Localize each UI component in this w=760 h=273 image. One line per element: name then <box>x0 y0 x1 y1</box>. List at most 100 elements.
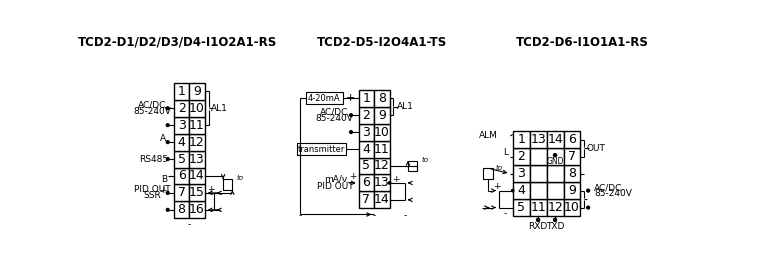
Text: 11: 11 <box>530 201 546 214</box>
Bar <box>189 83 204 100</box>
Bar <box>359 158 374 174</box>
Bar <box>297 143 347 155</box>
Bar <box>359 90 374 107</box>
Circle shape <box>166 209 169 211</box>
Text: TCD2-D6-I1O1A1-RS: TCD2-D6-I1O1A1-RS <box>515 35 648 49</box>
Text: SSR: SSR <box>144 191 161 200</box>
Text: +: + <box>350 172 357 181</box>
Text: 9: 9 <box>568 184 576 197</box>
Bar <box>174 185 189 201</box>
Text: -: - <box>404 211 407 220</box>
Circle shape <box>537 218 540 221</box>
Text: -: - <box>372 211 375 220</box>
Text: 1: 1 <box>363 92 370 105</box>
Text: 2: 2 <box>363 109 370 122</box>
Text: 10: 10 <box>564 201 580 214</box>
Circle shape <box>587 206 590 209</box>
Bar <box>546 182 563 199</box>
Text: AC/DC: AC/DC <box>594 183 622 192</box>
Bar <box>546 165 563 182</box>
Text: 1: 1 <box>518 133 525 146</box>
Text: -: - <box>299 211 302 220</box>
Text: +: + <box>392 174 399 183</box>
Text: -: - <box>299 93 303 103</box>
Bar <box>530 199 546 216</box>
Bar <box>189 185 204 201</box>
Bar <box>223 179 233 190</box>
Bar <box>563 182 581 199</box>
Text: AC/DC: AC/DC <box>138 101 166 110</box>
Text: RS485: RS485 <box>139 155 169 164</box>
Text: ALM: ALM <box>479 131 497 140</box>
Text: -: - <box>188 220 191 229</box>
Bar <box>483 168 492 179</box>
Circle shape <box>166 107 169 109</box>
Text: 7: 7 <box>178 186 185 199</box>
Bar <box>174 117 189 133</box>
Text: 4-20mA: 4-20mA <box>308 94 340 103</box>
Text: 5: 5 <box>363 159 370 173</box>
Text: -: - <box>503 209 507 218</box>
Text: OUT: OUT <box>587 144 605 153</box>
Bar <box>359 124 374 141</box>
Bar <box>189 151 204 168</box>
Text: 13: 13 <box>530 133 546 146</box>
Text: 3: 3 <box>178 119 185 132</box>
Bar <box>359 141 374 158</box>
Text: 11: 11 <box>189 119 205 132</box>
Bar <box>374 124 389 141</box>
Bar <box>513 182 530 199</box>
Text: AL1: AL1 <box>211 104 228 113</box>
Text: 85-240V: 85-240V <box>134 107 171 116</box>
Text: 9: 9 <box>378 109 386 122</box>
Circle shape <box>350 114 353 117</box>
Bar <box>530 148 546 165</box>
Bar <box>359 191 374 208</box>
Bar <box>513 165 530 182</box>
Bar <box>513 148 530 165</box>
Circle shape <box>553 154 556 157</box>
Text: 4: 4 <box>178 136 185 149</box>
Text: +: + <box>346 93 355 103</box>
Text: 13: 13 <box>189 153 205 165</box>
Bar <box>306 92 343 104</box>
Text: to: to <box>496 165 503 171</box>
Text: to: to <box>236 175 243 181</box>
Bar <box>513 131 530 148</box>
Circle shape <box>511 189 514 192</box>
Text: 6: 6 <box>178 170 185 182</box>
Text: to: to <box>421 157 428 163</box>
Text: RXD: RXD <box>528 221 548 230</box>
Text: PID OUT: PID OUT <box>134 185 171 194</box>
Bar <box>189 168 204 185</box>
Bar <box>563 131 581 148</box>
Text: 4: 4 <box>518 184 525 197</box>
Text: TXD: TXD <box>546 221 564 230</box>
Bar <box>374 107 389 124</box>
Text: A: A <box>160 134 166 143</box>
Text: 7: 7 <box>568 150 576 163</box>
Text: 10: 10 <box>189 102 205 115</box>
Text: L: L <box>503 149 508 157</box>
Circle shape <box>166 158 169 161</box>
Text: 8: 8 <box>568 167 576 180</box>
Text: 5: 5 <box>517 201 525 214</box>
Text: PID OUT: PID OUT <box>317 182 354 191</box>
Bar <box>374 90 389 107</box>
Bar <box>563 199 581 216</box>
Bar <box>359 107 374 124</box>
Bar <box>174 100 189 117</box>
Bar <box>189 201 204 218</box>
Bar <box>563 148 581 165</box>
Bar <box>174 168 189 185</box>
Text: 5: 5 <box>178 153 185 165</box>
Text: +: + <box>492 182 500 191</box>
Text: 8: 8 <box>178 203 185 216</box>
Bar <box>174 83 189 100</box>
Text: 13: 13 <box>374 176 390 189</box>
Text: 9: 9 <box>193 85 201 98</box>
Text: 85-240V: 85-240V <box>594 189 632 198</box>
Bar <box>374 174 389 191</box>
Text: 1: 1 <box>178 85 185 98</box>
Text: 8: 8 <box>378 92 386 105</box>
